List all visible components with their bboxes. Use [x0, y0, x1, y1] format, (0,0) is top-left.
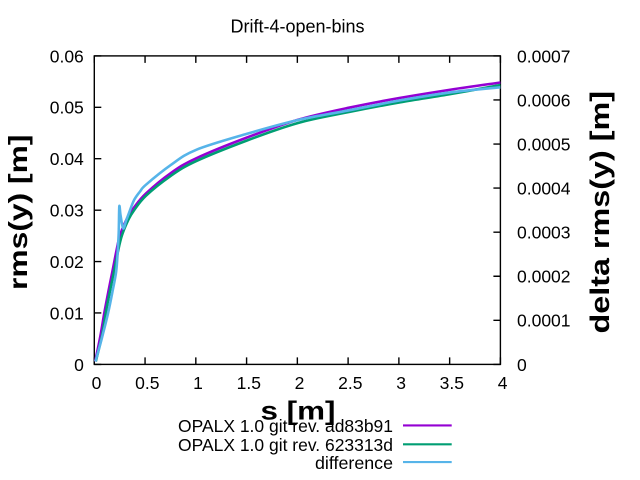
svg-text:0.02: 0.02 — [50, 252, 84, 272]
svg-text:Drift-4-open-bins: Drift-4-open-bins — [230, 17, 364, 37]
svg-text:3.5: 3.5 — [440, 373, 464, 393]
svg-text:0.0004: 0.0004 — [517, 179, 571, 199]
svg-text:0.5: 0.5 — [135, 373, 159, 393]
svg-text:0: 0 — [92, 373, 102, 393]
svg-text:delta rms(y) [m]: delta rms(y) [m] — [585, 91, 615, 334]
svg-text:0: 0 — [517, 355, 527, 375]
svg-text:OPALX 1.0 git rev. 623313d: OPALX 1.0 git rev. 623313d — [178, 435, 393, 455]
svg-text:0.04: 0.04 — [50, 149, 84, 169]
svg-text:2: 2 — [295, 373, 305, 393]
svg-text:0.0001: 0.0001 — [517, 311, 571, 331]
svg-text:3: 3 — [396, 373, 406, 393]
svg-text:0.0002: 0.0002 — [517, 267, 571, 287]
svg-text:0.06: 0.06 — [50, 46, 84, 66]
svg-text:0.0006: 0.0006 — [517, 90, 571, 110]
svg-text:1.5: 1.5 — [237, 373, 261, 393]
svg-text:1: 1 — [193, 373, 203, 393]
svg-text:0.03: 0.03 — [50, 201, 84, 221]
svg-text:rms(y) [m]: rms(y) [m] — [3, 135, 33, 291]
svg-text:0.0005: 0.0005 — [517, 134, 571, 154]
svg-text:0.01: 0.01 — [50, 303, 84, 323]
svg-text:s [m]: s [m] — [261, 396, 336, 426]
svg-text:4: 4 — [498, 373, 508, 393]
svg-text:0: 0 — [74, 355, 84, 375]
svg-text:0.0003: 0.0003 — [517, 223, 571, 243]
svg-text:2.5: 2.5 — [338, 373, 362, 393]
svg-text:0.0007: 0.0007 — [517, 46, 571, 66]
svg-text:difference: difference — [315, 453, 393, 473]
svg-text:0.05: 0.05 — [50, 98, 84, 118]
svg-text:OPALX 1.0 git rev. ad83b91: OPALX 1.0 git rev. ad83b91 — [178, 416, 393, 436]
